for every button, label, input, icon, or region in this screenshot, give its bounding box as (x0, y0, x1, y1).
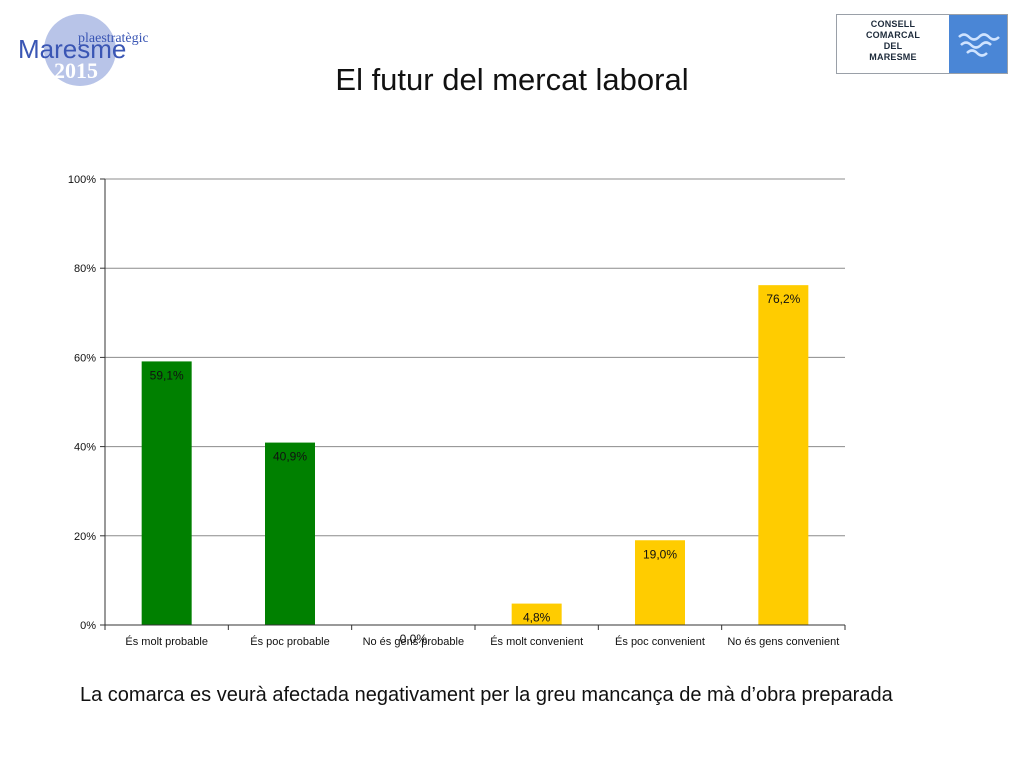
y-tick-label: 40% (74, 442, 96, 454)
bar-1 (141, 361, 192, 625)
x-tick-label: No és gens probable (363, 636, 465, 648)
y-tick-label: 20% (74, 531, 96, 543)
label-layer: 59,1% 40,9% 0,0% 4,8% 19,0% 76,2% (150, 292, 801, 646)
bar-layer (141, 285, 809, 625)
plaestrategic-logo: plaestratègic Maresme 2015 (18, 12, 149, 90)
consell-comarcal-text: CONSELL COMARCAL DEL MARESME (837, 15, 949, 73)
bar-5 (635, 540, 685, 625)
axis-layer: 0% 20% 40% 60% 80% 100% És molt probable És poc… (68, 174, 846, 648)
logo-circle (44, 14, 116, 86)
logo-line-1: CONSELL (870, 19, 916, 29)
data-label: 4,8% (523, 611, 551, 625)
data-label: 76,2% (766, 292, 800, 306)
x-tick-label: És molt probable (125, 635, 208, 648)
logo-text-plaestrategic: plaestratègic (78, 31, 148, 46)
wave-emblem-icon (949, 15, 1007, 73)
x-tick-label: No és gens convenient (727, 636, 839, 648)
bar-4 (511, 603, 562, 625)
data-label: 59,1% (150, 368, 184, 382)
logo-text-year: 2015 (54, 58, 98, 83)
logo-line-2: COMARCAL (865, 30, 921, 40)
data-label: 40,9% (273, 450, 307, 464)
bar-2 (265, 442, 315, 625)
y-tick-label: 100% (68, 174, 96, 186)
grid-layer (105, 178, 845, 537)
logo-line-3: DEL (883, 41, 903, 51)
data-label: 19,0% (643, 547, 677, 561)
consell-comarcal-logo: CONSELL COMARCAL DEL MARESME (836, 14, 1008, 74)
bar-6 (758, 285, 809, 625)
y-tick-label: 80% (74, 263, 96, 275)
data-label: 0,0% (400, 632, 428, 646)
bar-chart: 59,1% 40,9% 0,0% 4,8% 19,0% 76,2% 0% 20% 40% 60%… (68, 174, 846, 648)
logo-line-4: MARESME (869, 52, 917, 62)
x-tick-label: És poc probable (250, 635, 330, 648)
logo-left-graphic: plaestratègic Maresme 2015 (18, 14, 149, 86)
caption-text: La comarca es veurà afectada negativamen… (80, 684, 893, 706)
x-tick-label: És molt convenient (490, 635, 583, 648)
y-tick-label: 0% (80, 620, 96, 632)
page-title: El futur del mercat laboral (335, 62, 689, 97)
logo-text-maresme: Maresme (18, 34, 126, 64)
x-tick-label: És poc convenient (615, 635, 705, 648)
y-tick-label: 60% (74, 352, 96, 364)
